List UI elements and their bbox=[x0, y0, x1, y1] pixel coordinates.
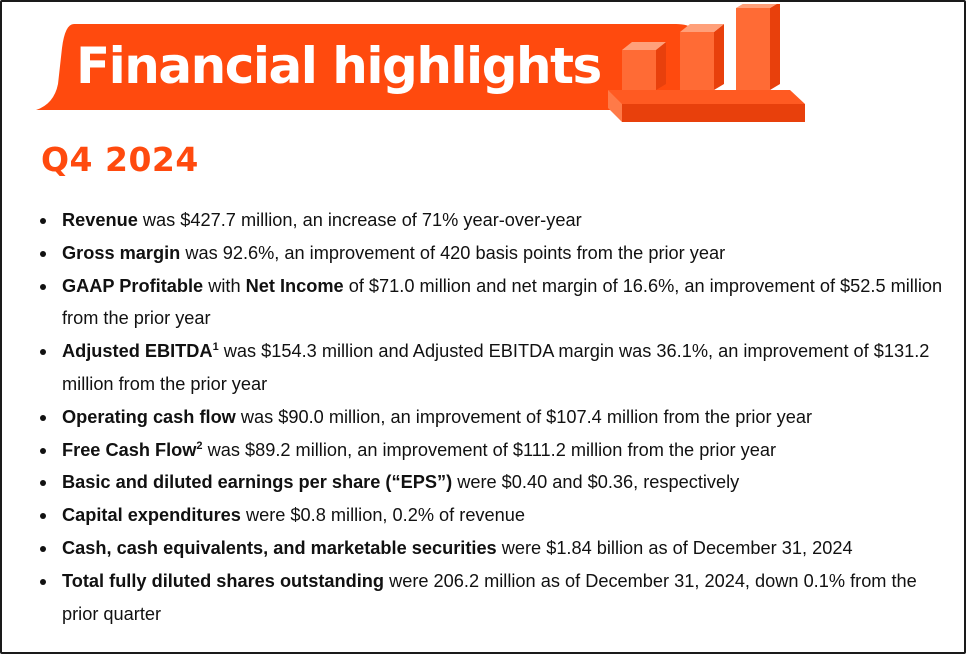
item-text: were 206.2 million as of December 31, 20… bbox=[62, 570, 917, 624]
bullet-icon bbox=[40, 414, 46, 421]
bullet-icon bbox=[40, 349, 46, 356]
item-text: of $71.0 million and net margin of 16.6%… bbox=[62, 275, 943, 329]
list-item: GAAP Profitable with Net Income of $71.0… bbox=[40, 270, 945, 336]
item-label: Free Cash Flow bbox=[62, 439, 197, 460]
list-item: Operating cash flow was $90.0 million, a… bbox=[40, 401, 945, 434]
bullet-icon bbox=[40, 283, 46, 290]
item-label: Net Income bbox=[245, 275, 344, 296]
item-label: Gross margin bbox=[62, 242, 181, 263]
item-label: Operating cash flow bbox=[62, 406, 236, 427]
page-title: Financial highlights bbox=[76, 37, 602, 95]
list-item: Revenue was $427.7 million, an increase … bbox=[40, 204, 945, 237]
bullet-icon bbox=[40, 480, 46, 487]
item-label: Revenue bbox=[62, 210, 138, 230]
list-item: Adjusted EBITDA1 was $154.3 million and … bbox=[40, 335, 945, 401]
item-text: was $89.2 million, an improvement of $11… bbox=[202, 439, 777, 460]
list-item: Gross margin was 92.6%, an improvement o… bbox=[40, 237, 945, 270]
banner-shape bbox=[36, 24, 701, 110]
item-label: Cash, cash equivalents, and marketable s… bbox=[62, 537, 497, 558]
item-text: were $0.8 million, 0.2% of revenue bbox=[240, 505, 525, 526]
item-text: with bbox=[203, 275, 246, 296]
item-label: Adjusted EBITDA bbox=[62, 341, 213, 362]
item-text: was $427.7 million, an increase of 71% y… bbox=[137, 210, 582, 230]
item-text: was $90.0 million, an improvement of $10… bbox=[235, 406, 813, 427]
item-text: was 92.6%, an improvement of 420 basis p… bbox=[180, 242, 726, 263]
footnote-marker: 1 bbox=[212, 341, 219, 354]
list-item: Total fully diluted shares outstanding w… bbox=[40, 565, 945, 631]
bullet-icon bbox=[40, 218, 46, 224]
list-item: Cash, cash equivalents, and marketable s… bbox=[40, 532, 945, 565]
list-item: Capital expenditures were $0.8 million, … bbox=[40, 499, 945, 532]
item-label: Capital expenditures bbox=[62, 505, 241, 526]
bullet-icon bbox=[40, 250, 46, 257]
title-banner: Financial highlights bbox=[36, 24, 704, 110]
bullet-icon bbox=[40, 545, 46, 552]
bullet-icon bbox=[40, 578, 46, 585]
item-text: were $0.40 and $0.36, respectively bbox=[452, 472, 740, 493]
item-label: Basic and diluted earnings per share (“E… bbox=[62, 472, 453, 493]
list-item: Basic and diluted earnings per share (“E… bbox=[40, 466, 945, 499]
list-item: Free Cash Flow2 was $89.2 million, an im… bbox=[40, 434, 945, 467]
bullet-icon bbox=[40, 447, 46, 454]
period-heading: Q4 2024 bbox=[41, 140, 199, 179]
bullet-icon bbox=[40, 513, 46, 520]
item-label: Total fully diluted shares outstanding bbox=[62, 570, 385, 591]
highlights-list: Revenue was $427.7 million, an increase … bbox=[40, 204, 945, 630]
item-label: GAAP Profitable bbox=[62, 275, 204, 296]
footnote-marker: 2 bbox=[196, 439, 203, 452]
item-text: were $1.84 billion as of December 31, 20… bbox=[496, 537, 853, 558]
item-text: was $154.3 million and Adjusted EBITDA m… bbox=[62, 341, 930, 394]
bar-chart-icon bbox=[608, 4, 805, 122]
